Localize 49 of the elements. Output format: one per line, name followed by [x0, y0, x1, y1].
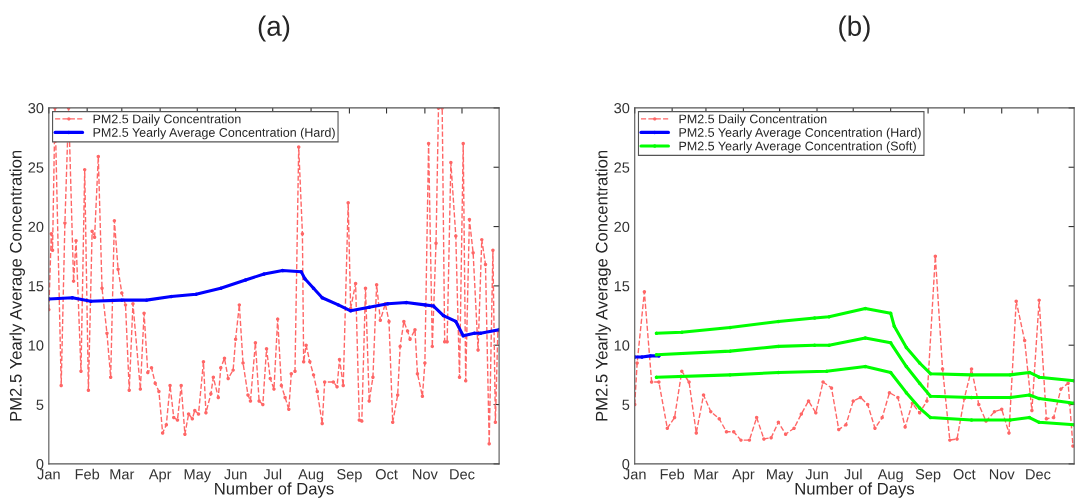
x-tick-label: Jul: [844, 468, 862, 480]
x-tick-label: Feb: [660, 468, 685, 480]
legend-label: PM2.5 Daily Concentration: [679, 114, 827, 126]
chart-title: (a): [258, 15, 290, 42]
y-tick-label: 20: [28, 221, 44, 232]
y-tick-label: 10: [614, 340, 630, 351]
y-tick-label: 25: [614, 162, 630, 173]
legend-label: PM2.5 Yearly Average Concentration (Hard): [679, 127, 921, 140]
x-tick-label: Nov: [989, 469, 1015, 480]
x-tick-label: Jun: [224, 469, 247, 480]
x-tick-label: May: [184, 469, 212, 483]
legend-label: PM2.5 Yearly Average Concentration (Soft): [679, 141, 916, 153]
x-tick-label: Feb: [75, 468, 100, 480]
chart-title: (b): [839, 15, 870, 42]
x-axis-title: Number of Days: [795, 482, 915, 498]
y-tick-label: 20: [614, 221, 630, 232]
x-tick-label: Sep: [915, 469, 941, 483]
x-tick-label: Oct: [375, 469, 398, 480]
y-axis-title: PM2.5 Yearly Average Concentration: [595, 150, 611, 421]
y-tick-label: 15: [28, 281, 44, 292]
x-tick-label: May: [767, 469, 794, 483]
x-tick-label: Jul: [263, 468, 282, 480]
x-axis-title: Number of Days: [215, 482, 334, 498]
x-tick-label: Jan: [37, 469, 60, 480]
x-tick-label: Dec: [450, 469, 475, 480]
x-tick-label: Aug: [877, 469, 903, 483]
x-tick-label: Sep: [337, 469, 362, 483]
y-tick-label: 25: [28, 162, 44, 173]
x-tick-label: Apr: [148, 469, 172, 483]
x-tick-label: Mar: [694, 469, 719, 480]
x-tick-label: Mar: [110, 469, 135, 480]
y-tick-label: 15: [614, 281, 630, 292]
y-axis-title: PM2.5 Yearly Average Concentration: [9, 150, 25, 421]
y-tick-label: 0: [622, 458, 630, 470]
y-tick-label: 30: [614, 103, 630, 114]
y-tick-label: 5: [36, 399, 44, 410]
x-tick-label: Aug: [298, 469, 324, 483]
x-tick-label: Apr: [732, 469, 755, 483]
y-tick-label: 10: [28, 340, 44, 351]
x-tick-label: Nov: [413, 469, 438, 480]
y-tick-label: 5: [622, 399, 630, 410]
x-tick-label: Dec: [1026, 469, 1051, 480]
y-tick-label: 0: [36, 458, 44, 470]
x-tick-label: Jan: [623, 469, 646, 480]
y-tick-label: 30: [28, 103, 44, 114]
x-tick-label: Jun: [805, 469, 828, 480]
legend-label: PM2.5 Daily Concentration: [93, 114, 241, 126]
legend-label: PM2.5 Yearly Average Concentration (Hard): [93, 127, 335, 140]
x-tick-label: Oct: [953, 469, 976, 480]
